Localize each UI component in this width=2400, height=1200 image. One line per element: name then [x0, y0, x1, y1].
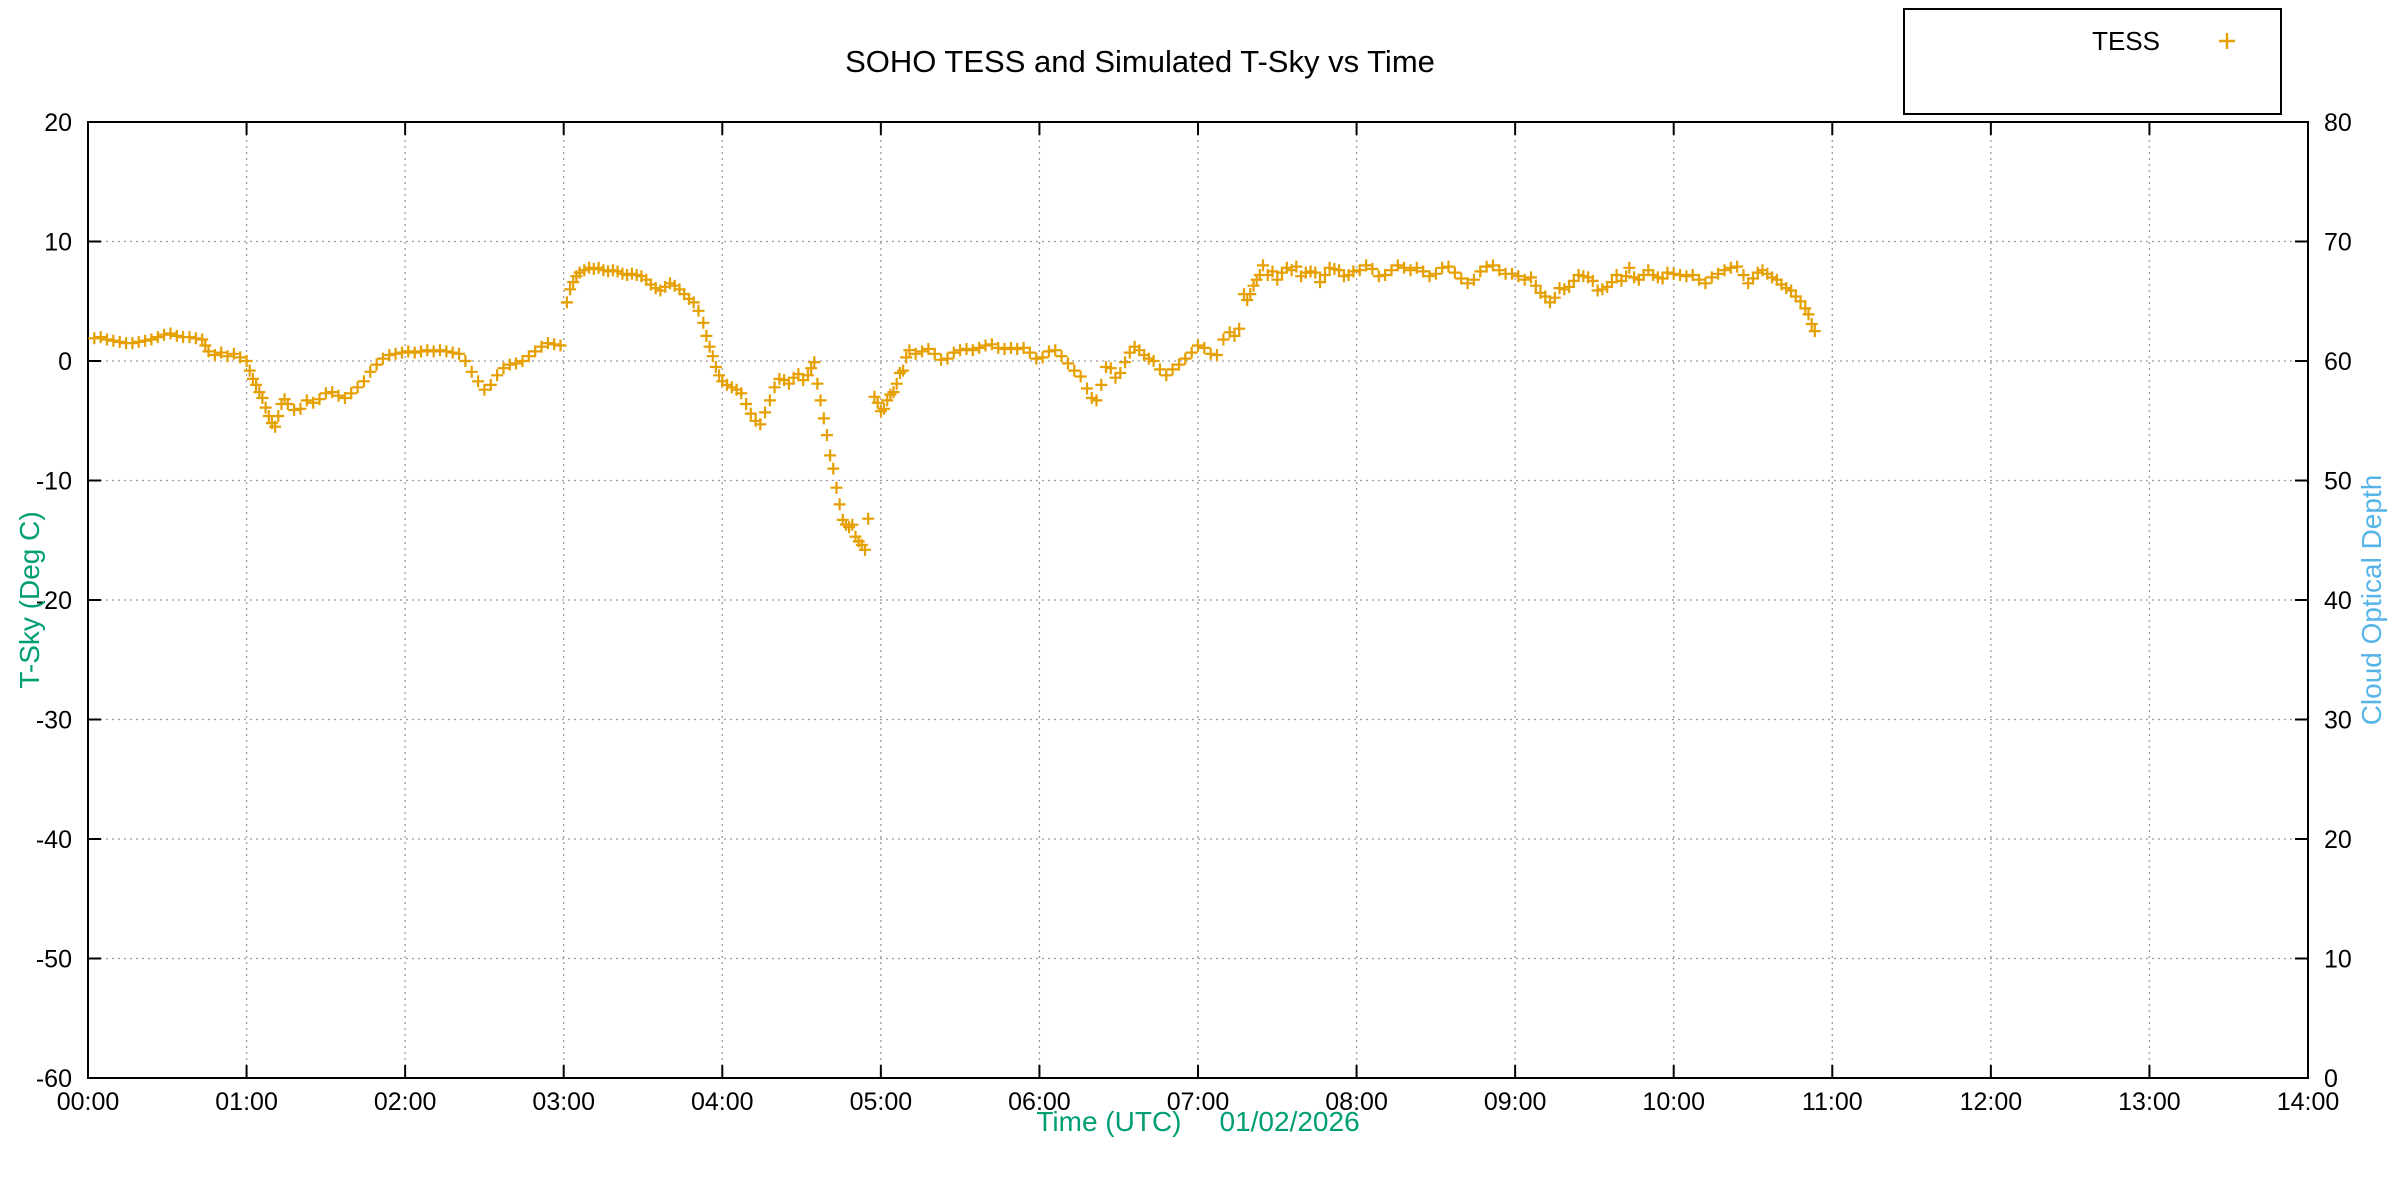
y-left-tick-label: -20	[36, 587, 72, 615]
x-tick-label: 08:00	[1325, 1088, 1388, 1116]
x-tick-label: 03:00	[532, 1088, 595, 1116]
x-axis-label-text: Time (UTC)	[1036, 1106, 1182, 1137]
y-right-tick-label: 80	[2324, 109, 2352, 137]
x-tick-label: 14:00	[2277, 1088, 2340, 1116]
x-tick-label: 10:00	[1642, 1088, 1705, 1116]
chart-title: SOHO TESS and Simulated T-Sky vs Time	[845, 44, 1435, 79]
y-right-tick-label: 50	[2324, 468, 2352, 496]
x-tick-label: 05:00	[850, 1088, 913, 1116]
y-left-tick-label: 0	[58, 348, 72, 376]
x-axis-date: 01/02/2026	[1219, 1106, 1360, 1137]
tess-series-points	[88, 259, 1821, 556]
x-tick-label: 01:00	[215, 1088, 278, 1116]
y-right-tick-label: 20	[2324, 826, 2352, 854]
legend-box: TESS	[1903, 8, 2282, 115]
y-right-tick-label: 0	[2324, 1065, 2338, 1093]
y-left-tick-label: -10	[36, 468, 72, 496]
y-right-tick-label: 30	[2324, 707, 2352, 735]
x-tick-label: 09:00	[1484, 1088, 1547, 1116]
y-axis-right-label: Cloud Optical Depth	[2356, 474, 2387, 726]
plus-marker-icon	[2219, 33, 2235, 49]
y-right-tick-label: 10	[2324, 946, 2352, 974]
y-right-tick-label: 70	[2324, 229, 2352, 257]
x-tick-label: 04:00	[691, 1088, 754, 1116]
y-right-tick-label: 40	[2324, 587, 2352, 615]
x-tick-label: 06:00	[1008, 1088, 1071, 1116]
legend-label: TESS	[2092, 26, 2160, 56]
legend-entry-tess: TESS	[1905, 26, 2280, 56]
y-left-tick-label: -30	[36, 707, 72, 735]
y-left-tick-label: -50	[36, 946, 72, 974]
y-left-tick-label: 10	[44, 229, 72, 257]
x-tick-label: 07:00	[1167, 1088, 1230, 1116]
x-tick-label: 02:00	[374, 1088, 437, 1116]
y-left-tick-label: 20	[44, 109, 72, 137]
x-axis-label: Time (UTC) 01/02/2026	[0, 1106, 2396, 1138]
y-axis-left-label: T-Sky (Deg C)	[14, 511, 45, 689]
x-tick-label: 00:00	[57, 1088, 120, 1116]
x-tick-label: 13:00	[2118, 1088, 2181, 1116]
y-right-tick-label: 60	[2324, 348, 2352, 376]
y-left-tick-label: -60	[36, 1065, 72, 1093]
x-tick-label: 11:00	[1802, 1088, 1863, 1116]
x-tick-label: 12:00	[1960, 1088, 2023, 1116]
y-left-tick-label: -40	[36, 826, 72, 854]
